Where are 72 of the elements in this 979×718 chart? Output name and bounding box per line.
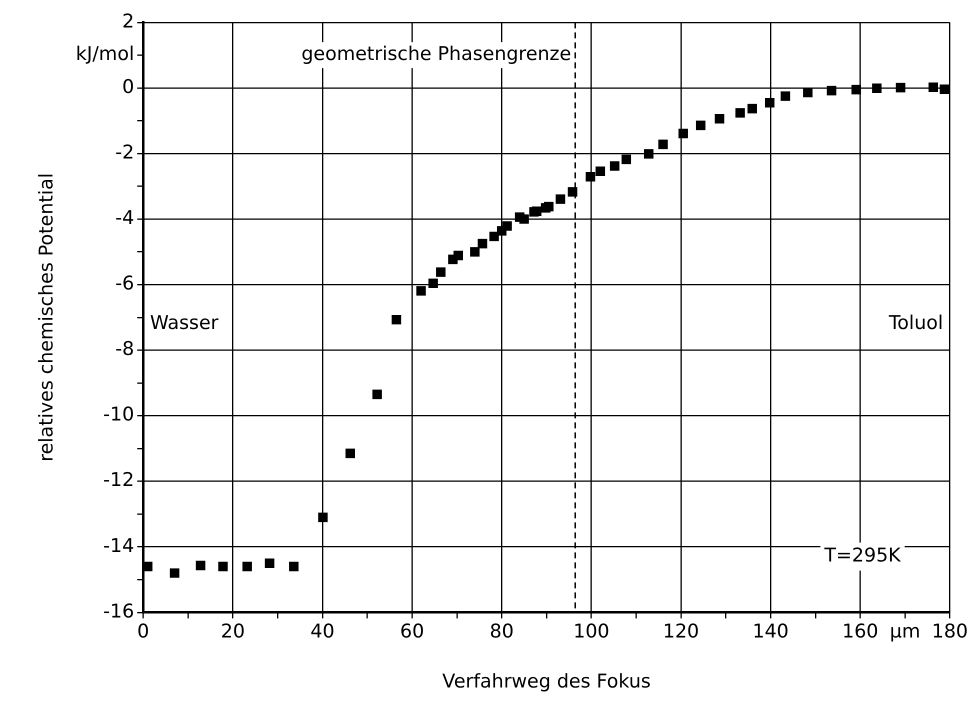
point — [678, 128, 688, 138]
y-tick-label: -6 — [115, 272, 134, 295]
x-axis-title: Verfahrweg des Fokus — [442, 670, 651, 693]
point — [489, 232, 499, 242]
x-tick-label: 60 — [400, 620, 424, 643]
point — [586, 172, 596, 182]
y-tick-label: -10 — [103, 404, 134, 426]
point — [696, 120, 706, 130]
point — [735, 108, 745, 118]
x-tick-label: 80 — [490, 620, 514, 643]
y-tick-label: kJ/mol — [76, 43, 134, 66]
ref-line-label: geometrische Phasengrenze — [301, 43, 572, 66]
y-tick-label: 0 — [122, 76, 134, 98]
point — [289, 562, 299, 572]
point — [826, 86, 836, 96]
x-tick-label: 160 — [842, 620, 878, 643]
point — [392, 314, 402, 324]
point — [872, 84, 882, 94]
x-tick-label: 140 — [752, 620, 789, 643]
x-tick-label: 40 — [310, 620, 335, 643]
y-tick-label: -8 — [115, 338, 134, 360]
point — [940, 84, 950, 94]
point — [170, 568, 180, 578]
x-tick-label: 100 — [573, 620, 610, 643]
point — [318, 512, 328, 522]
point — [532, 206, 542, 216]
y-tick-label: -4 — [115, 207, 134, 230]
point — [218, 562, 228, 572]
point — [346, 448, 355, 458]
point — [264, 558, 274, 568]
x-tick-label: µm — [890, 620, 920, 643]
annotation: Toluol — [888, 312, 944, 334]
point — [851, 84, 861, 94]
point — [544, 202, 554, 212]
y-tick-label: -2 — [115, 141, 134, 164]
point — [596, 166, 606, 176]
point — [242, 562, 252, 572]
point — [714, 114, 724, 124]
point — [454, 250, 464, 260]
point — [622, 154, 632, 164]
point — [196, 560, 206, 570]
point — [478, 238, 488, 248]
point — [519, 214, 529, 224]
point — [556, 194, 566, 204]
y-axis-title: relatives chemisches Potential — [35, 172, 58, 462]
point — [470, 247, 480, 257]
point — [610, 161, 620, 171]
point — [372, 390, 382, 400]
point — [502, 221, 512, 231]
point — [780, 91, 790, 101]
point — [658, 140, 668, 150]
point — [803, 88, 813, 98]
annotation: Wasser — [150, 312, 219, 334]
point — [416, 286, 426, 296]
point — [928, 82, 938, 92]
point — [896, 82, 906, 92]
annotation: T=295K — [823, 544, 902, 567]
y-tick-label: -12 — [103, 469, 134, 492]
point — [143, 562, 152, 572]
x-tick-label: 20 — [220, 620, 245, 643]
point — [644, 149, 654, 159]
point — [436, 267, 446, 277]
point — [428, 278, 438, 288]
point — [568, 187, 578, 197]
x-tick-label: 180 — [932, 620, 968, 643]
point — [747, 104, 757, 114]
y-tick-label: 2 — [122, 10, 134, 32]
x-tick-label: 0 — [137, 620, 150, 643]
y-tick-label: -16 — [103, 600, 134, 622]
x-tick-label: 120 — [662, 620, 700, 643]
y-tick-label: -14 — [103, 534, 134, 557]
point — [764, 98, 774, 108]
